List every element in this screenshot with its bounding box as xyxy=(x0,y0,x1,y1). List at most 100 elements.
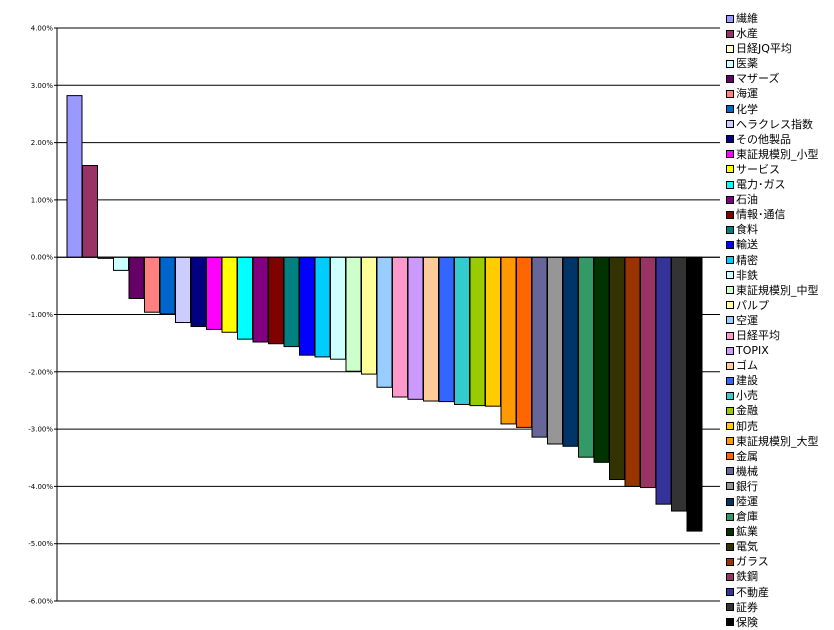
y-tick-label: -2.00% xyxy=(28,368,53,376)
legend-item: 海運 xyxy=(726,86,819,101)
legend-item: 東証規模別_小型 xyxy=(726,147,819,162)
legend-swatch xyxy=(726,331,734,340)
bar-銀行 xyxy=(547,256,563,445)
legend-item: 日経JQ平均 xyxy=(726,41,819,56)
legend-label: 日経JQ平均 xyxy=(736,42,792,56)
legend-swatch xyxy=(726,59,734,68)
legend-label: 食料 xyxy=(736,223,758,237)
legend-label: その他製品 xyxy=(736,132,791,146)
legend-label: ゴム xyxy=(736,359,758,373)
legend: 繊維水産 日経JQ平均 医薬 マザーズ 海運 化学 ヘラクレス指数 その他製品 東証規模別_小型… xyxy=(726,11,819,630)
legend-item: ゴム xyxy=(726,358,819,373)
bar-鉱業 xyxy=(593,256,610,463)
bar-ゴム xyxy=(423,256,439,402)
legend-label: TOPIX xyxy=(736,344,769,358)
bar-輸送 xyxy=(299,256,315,356)
legend-label: 海運 xyxy=(736,87,758,101)
legend-swatch xyxy=(726,180,734,189)
legend-label: ガラス xyxy=(736,555,769,569)
bar-不動産 xyxy=(655,256,672,505)
bar-証券 xyxy=(671,256,687,512)
bar-水産 xyxy=(82,165,98,258)
y-tick-label: 0.00% xyxy=(31,254,54,262)
legend-item: 金融 xyxy=(726,403,819,418)
legend-swatch xyxy=(726,271,734,280)
legend-item: 金属 xyxy=(726,449,819,464)
legend-label: 東証規模別_小型 xyxy=(736,147,819,161)
legend-swatch xyxy=(726,165,734,174)
legend-swatch xyxy=(726,542,734,551)
legend-item: サービス xyxy=(726,162,819,177)
legend-swatch xyxy=(726,361,734,370)
legend-item: 東証規模別_大型 xyxy=(726,434,819,449)
legend-swatch xyxy=(726,120,734,129)
bar-マザーズ xyxy=(128,256,145,299)
legend-label: 日経平均 xyxy=(736,328,780,342)
bar-東証規模別_中型 xyxy=(345,256,362,372)
legend-label: 繊維 xyxy=(736,12,758,25)
legend-label: 陸運 xyxy=(736,495,758,508)
legend-label: 保険 xyxy=(736,615,758,629)
legend-item: TOPIX xyxy=(726,343,819,358)
y-tick-label: 4.00% xyxy=(31,25,54,33)
bar-東証規模別_小型 xyxy=(206,256,222,330)
legend-label: 銀行 xyxy=(736,479,758,493)
legend-swatch xyxy=(726,376,734,385)
bar-ガラス xyxy=(624,256,641,487)
legend-label: ヘラクレス指数 xyxy=(736,117,813,131)
legend-item: 日経平均 xyxy=(726,328,819,343)
legend-label: 建設 xyxy=(736,374,758,388)
bar-繊維 xyxy=(66,95,83,258)
legend-swatch xyxy=(726,150,734,159)
bar-日経平均 xyxy=(392,256,408,398)
bar-卸売 xyxy=(485,256,501,407)
legend-item: 卸売 xyxy=(726,419,819,434)
y-tick-label: -5.00% xyxy=(28,540,53,548)
legend-label: 水産 xyxy=(736,27,758,41)
legend-item: 建設 xyxy=(726,373,819,388)
bar-東証規模別_大型 xyxy=(500,256,517,425)
legend-label: パルプ xyxy=(736,298,769,312)
legend-item: 東証規模別_中型 xyxy=(726,283,819,298)
legend-swatch xyxy=(726,588,734,597)
legend-item: 不動産 xyxy=(726,585,819,600)
legend-item: 繊維 xyxy=(726,11,819,26)
legend-item: 食料 xyxy=(726,222,819,237)
bar-医薬 xyxy=(113,256,129,271)
y-tick-label: 1.00% xyxy=(31,196,54,204)
legend-item: 水産 xyxy=(726,26,819,41)
legend-item: 非鉄 xyxy=(726,268,819,283)
bar-海運 xyxy=(144,256,160,313)
bar-保険 xyxy=(686,256,703,532)
bar-金属 xyxy=(516,256,532,428)
legend-swatch xyxy=(726,105,734,114)
legend-item: 陸運 xyxy=(726,494,819,509)
legend-item: 電気 xyxy=(726,539,819,554)
bar-金融 xyxy=(469,256,486,407)
bar-電気 xyxy=(609,256,625,481)
legend-swatch xyxy=(726,437,734,446)
legend-item: 情報･通信 xyxy=(726,207,819,222)
legend-swatch xyxy=(726,512,734,521)
legend-swatch xyxy=(726,74,734,83)
legend-swatch xyxy=(726,195,734,204)
bar-ヘラクレス指数 xyxy=(175,256,191,324)
bar-サービス xyxy=(221,256,238,333)
legend-swatch xyxy=(726,256,734,265)
legend-item: 空運 xyxy=(726,313,819,328)
bar-陸運 xyxy=(562,256,579,447)
legend-item: 保険 xyxy=(726,615,819,630)
legend-item: 小売 xyxy=(726,388,819,403)
bar-食料 xyxy=(283,256,300,348)
legend-label: 電気 xyxy=(736,540,758,554)
legend-item: 精密 xyxy=(726,253,819,268)
legend-item: 機械 xyxy=(726,464,819,479)
legend-swatch xyxy=(726,482,734,491)
legend-item: マザーズ xyxy=(726,71,819,86)
legend-swatch xyxy=(726,286,734,295)
legend-item: 化学 xyxy=(726,102,819,117)
legend-item: 電力･ガス xyxy=(726,177,819,192)
legend-item: 医薬 xyxy=(726,56,819,71)
bar-鉄鋼 xyxy=(640,256,656,489)
